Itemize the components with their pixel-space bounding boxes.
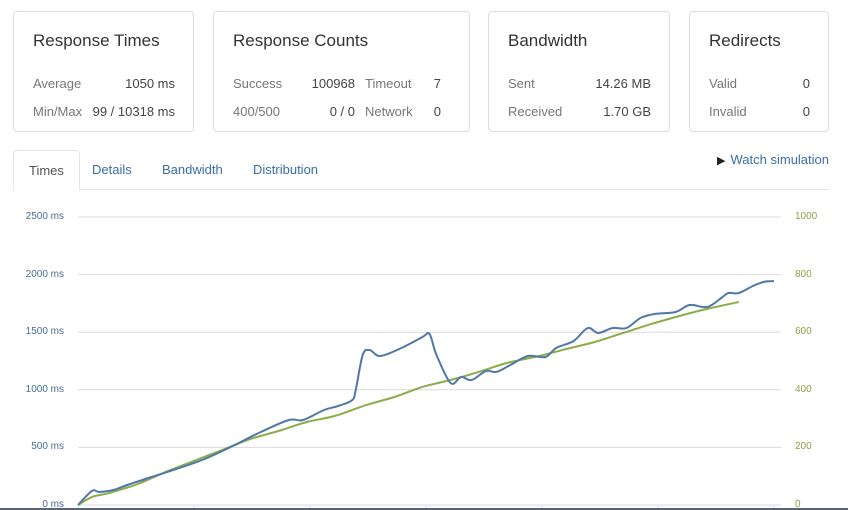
valid-label: Valid [709,76,737,91]
network-value: 0 [433,104,441,119]
success-value: 100968 [311,76,355,91]
y-tick-left: 1000 ms [25,384,64,395]
received-label: Received [508,104,563,119]
received-value: 1.70 GB [603,104,651,119]
success-label: Success [233,76,283,91]
response-time-line [77,280,775,506]
y-tick-right: 0 [795,499,801,510]
tab-details[interactable]: Details [92,162,132,177]
tab-times[interactable]: Times [13,150,80,191]
response-times-title: Response Times [33,31,160,50]
average-value: 1050 ms [125,76,175,91]
chart-grid [77,216,781,510]
invalid-label: Invalid [709,104,747,119]
sent-value: 14.26 MB [595,76,651,91]
watch-simulation-label: Watch simulation [730,152,830,167]
network-label: Network [365,104,413,119]
y-tick-right: 600 [795,326,812,337]
redirects-card: Redirects Valid 0 Invalid 0 [689,11,829,132]
y-tick-right: 200 [795,441,812,452]
redirects-title: Redirects [709,31,781,50]
errors-label: 400/500 [233,104,280,119]
valid-value: 0 [802,76,810,91]
chart-tabs: Times Details Bandwidth Distribution [13,150,829,191]
watch-simulation-link[interactable]: ▶ Watch simulation [717,152,829,167]
timeout-label: Timeout [365,76,412,91]
y-tick-left: 0 ms [42,499,64,510]
y-tick-right: 1000 [795,211,818,222]
y-tick-right: 400 [795,384,812,395]
y-tick-right: 800 [795,269,812,280]
window-bottom-edge [0,508,848,510]
bandwidth-card: Bandwidth Sent 14.26 MB Received 1.70 GB [488,11,670,132]
play-icon: ▶ [717,155,726,167]
clients-line [77,301,740,506]
min-max-value: 99 / 10318 ms [92,104,175,119]
errors-value: 0 / 0 [329,104,355,119]
y-tick-left: 500 ms [31,441,64,452]
y-tick-left: 1500 ms [25,326,64,337]
y-tick-left: 2000 ms [25,269,64,280]
invalid-value: 0 [802,104,810,119]
response-counts-title: Response Counts [233,31,369,50]
tab-bandwidth[interactable]: Bandwidth [162,162,223,177]
response-counts-card: Response Counts Success 100968 Timeout 7… [213,11,470,132]
y-tick-left: 2500 ms [25,211,64,222]
response-times-card: Response Times Average 1050 ms Min/Max 9… [13,11,194,132]
bandwidth-title: Bandwidth [508,31,588,50]
timeout-value: 7 [433,76,441,91]
sent-label: Sent [508,76,535,91]
min-max-label: Min/Max [33,104,83,119]
tab-distribution[interactable]: Distribution [253,162,319,177]
average-label: Average [33,76,82,91]
